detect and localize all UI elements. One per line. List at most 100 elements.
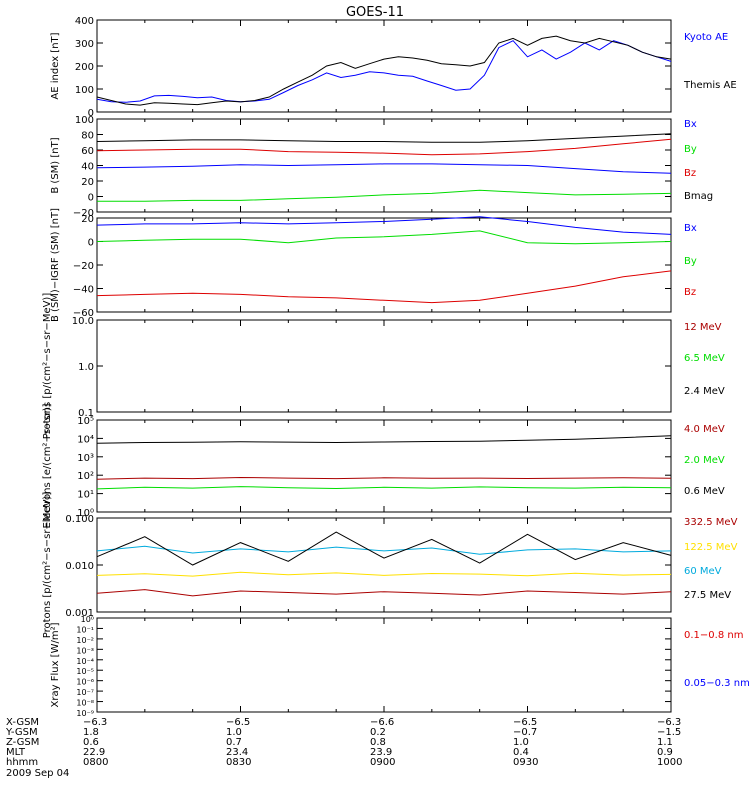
bottom-axis-value: 0.7 [226,737,242,748]
bottom-axis-value: 0.9 [657,747,673,758]
bottom-axis-value: 0.8 [370,737,386,748]
bottom-axis-value: 0830 [226,757,252,768]
bottom-axis-value: 1.0 [226,727,242,738]
legend-label: Kyoto AE [684,32,728,43]
bottom-axis-value: 23.9 [370,747,393,758]
y-tick-label: 10⁻⁵ [76,667,94,676]
y-tick-label: 100 [75,85,94,96]
bottom-axis-value: 1000 [657,757,683,768]
y-tick-label: 0.010 [65,561,94,572]
legend-label: 0.6 MeV [684,486,725,497]
series-line-bx [96,163,672,174]
bottom-row-label: X-GSM [6,717,40,728]
legend-label: 27.5 MeV [684,590,731,601]
y-tick-label: 10⁻⁴ [76,657,94,666]
legend-label: 332.5 MeV [684,517,738,528]
legend-label: 122.5 MeV [684,542,738,553]
y-tick-label: −20 [73,261,94,272]
legend-label: 2.4 MeV [684,386,725,397]
panel-3: −60 −40 −20 0 20 B (SM)−IGRF (SM) [nT] Bx By Bz [50,208,697,322]
y-tick-label: 10⁰ [81,615,94,624]
series-line-332-5-mev [96,589,672,597]
panel-frame [96,617,672,713]
bottom-axis-value: 1.1 [657,737,673,748]
series-line-122-5-mev [96,571,672,577]
y-tick-label: 10² [77,471,94,482]
bottom-axis-value: −6.5 [513,717,538,728]
bottom-axis-value: −0.7 [513,727,538,738]
bottom-axis-value: −6.3 [657,717,682,728]
panel-frame [96,217,672,313]
y-axis-label: B (SM)−IGRF (SM) [nT] [50,208,61,322]
panel-2: −20 0 20 40 60 80 100 B (SM) [nT] Bx By Bz Bmag [50,115,713,219]
y-tick-label: 10⁰ [77,508,94,519]
bottom-axis-value: 22.9 [83,747,106,758]
bottom-row-label: hhmm [6,757,39,768]
y-axis-label: AE index [nT] [50,32,61,99]
y-tick-label: 60 [81,146,94,157]
y-tick-label: 10⁻² [76,636,94,645]
y-tick-label: 80 [81,131,94,142]
y-axis-label: Electrons [e/(cm²−s−sr)] [42,403,53,528]
series-line-bmag [96,133,672,143]
panel-4: 0.1 1.0 10.0 Protons [p/(cm²−s−sr−MeV)] 12 M… [42,293,725,440]
series-line-2-0-mev [96,486,672,490]
legend-label: By [684,144,697,155]
y-tick-label: 10⁻³ [76,646,94,655]
y-tick-label: 200 [75,62,94,73]
series-line-bz [96,270,672,304]
chart-title: GOES-11 [346,5,404,20]
panel-frame [96,517,672,613]
legend-label: 0.1−0.8 nm [684,630,743,641]
panel-frame [96,419,672,513]
series-line-themis-ae [96,35,672,106]
bottom-axis-value: −6.5 [226,717,251,728]
y-tick-label: 400 [75,16,94,27]
legend-label: Bz [684,287,696,298]
y-tick-label: 20 [81,214,94,225]
series-line-27-5-mev [96,531,672,566]
bottom-axis-value: 1.8 [83,727,99,738]
bottom-row-label: Y-GSM [6,727,38,738]
legend-label: Bmag [684,191,713,202]
legend-label: 60 MeV [684,566,722,577]
bottom-axis-value: 0900 [370,757,396,768]
y-tick-label: 20 [81,177,94,188]
y-tick-label: 0 [88,238,94,249]
legend-label: 4.0 MeV [684,424,725,435]
panel-frame [96,118,672,213]
y-tick-label: 10⁻¹ [76,625,94,634]
y-tick-label: 10¹ [77,490,94,501]
panel-1: 0 100 200 300 400 AE index [nT] Kyoto AE Themis… [50,16,737,119]
y-tick-label: −60 [73,308,94,319]
y-tick-label: 0.100 [65,514,94,525]
y-tick-label: 0.1 [78,408,94,419]
bottom-row-label: MLT [6,747,25,758]
bottom-axis-value: 23.4 [226,747,249,758]
y-tick-label: 10⁻⁹ [76,709,94,718]
bottom-axis-value: 0800 [83,757,109,768]
bottom-axis-value: −1.5 [657,727,682,738]
y-tick-label: 10⁻⁸ [76,699,94,708]
bottom-axis-value: 0.4 [513,747,529,758]
y-tick-label: 10³ [77,453,94,464]
series-line-by [96,230,672,245]
y-tick-label: 10.0 [72,316,94,327]
legend-label: By [684,256,697,267]
panel-frame [96,19,672,113]
legend-label: Bx [684,223,697,234]
y-tick-label: 10⁴ [77,434,94,445]
y-tick-label: 1.0 [78,362,94,373]
legend-label: Bx [684,119,697,130]
y-axis-label: B (SM) [nT] [50,137,61,193]
y-tick-label: −40 [73,285,94,296]
bottom-axis-value: −6.3 [83,717,108,728]
series-line-0-6-mev [96,435,672,444]
bottom-axis-value: 0930 [513,757,539,768]
y-tick-label: 10⁻⁶ [76,678,94,687]
panel-frame [96,319,672,413]
y-tick-label: 40 [81,162,94,173]
y-tick-label: 10⁻⁷ [76,688,94,697]
